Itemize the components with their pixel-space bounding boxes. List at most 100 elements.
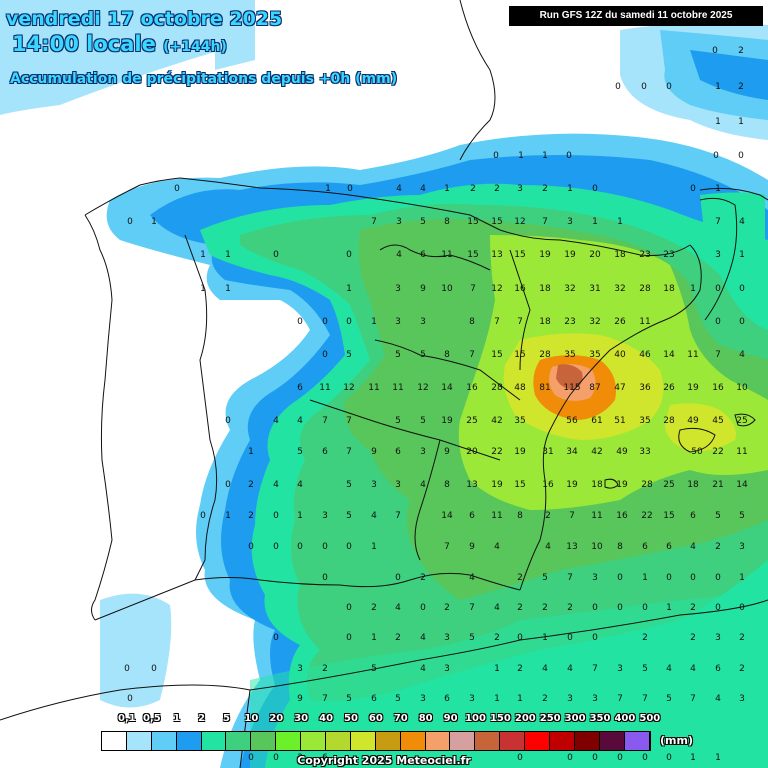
grid-value: 11 (441, 250, 452, 260)
grid-value: 5 (642, 664, 648, 674)
grid-value: 0 (322, 573, 328, 583)
grid-value: 32 (614, 284, 625, 294)
grid-value: 3 (567, 217, 573, 227)
grid-value: 49 (687, 416, 699, 426)
grid-value: 6 (297, 383, 303, 393)
grid-value: 3 (297, 664, 303, 674)
grid-value: 5 (346, 350, 352, 360)
grid-value: 6 (444, 694, 450, 704)
grid-value: 6 (469, 511, 475, 521)
grid-value: 19 (491, 480, 503, 490)
grid-value: 3 (395, 480, 401, 490)
grid-value: 1 (690, 753, 696, 763)
grid-value: 3 (395, 284, 401, 294)
grid-value: 1 (200, 284, 206, 294)
grid-value: 2 (494, 633, 500, 643)
grid-value: 34 (566, 447, 578, 457)
grid-value: 1 (517, 694, 523, 704)
grid-value: 0 (493, 151, 499, 161)
grid-value: 31 (589, 284, 600, 294)
grid-value: 15 (491, 350, 502, 360)
grid-value: 15 (467, 250, 478, 260)
grid-value: 1 (444, 184, 450, 194)
grid-value: 14 (663, 350, 675, 360)
grid-value: 0 (395, 573, 401, 583)
grid-value: 7 (494, 317, 500, 327)
grid-value: 45 (712, 416, 723, 426)
grid-value: 0 (322, 350, 328, 360)
grid-value: 2 (248, 480, 254, 490)
grid-value: 3 (297, 753, 303, 763)
grid-value: 26 (614, 317, 626, 327)
grid-value: 14 (736, 480, 748, 490)
legend-label: 100 (465, 713, 486, 724)
grid-value: 50 (691, 447, 703, 457)
grid-value: 8 (617, 542, 623, 552)
grid-value: 4 (545, 542, 551, 552)
grid-value: 1 (738, 117, 744, 127)
grid-value: 1 (617, 217, 623, 227)
grid-value: 0 (666, 573, 672, 583)
grid-value: 18 (687, 480, 699, 490)
legend-swatch (425, 732, 451, 750)
grid-value: 15 (514, 250, 525, 260)
grid-value: 0 (642, 603, 648, 613)
grid-value: 1 (225, 284, 231, 294)
grid-value: 0 (617, 573, 623, 583)
grid-value: 18 (591, 480, 603, 490)
grid-value: 13 (466, 480, 477, 490)
legend-label: 350 (589, 713, 611, 724)
grid-value: 5 (739, 511, 745, 521)
grid-value: 0 (225, 416, 231, 426)
grid-value: 13 (566, 542, 577, 552)
grid-value: 7 (567, 573, 573, 583)
legend-label: 250 (539, 713, 561, 724)
precip-brown (556, 364, 583, 390)
grid-value: 21 (712, 480, 723, 490)
grid-value: 6 (322, 447, 328, 457)
grid-value: 4 (420, 664, 426, 674)
grid-value: 18 (614, 250, 626, 260)
grid-value: 7 (617, 694, 623, 704)
grid-value: 20 (466, 447, 478, 457)
grid-value: 2 (542, 603, 548, 613)
legend-label: 10 (244, 713, 259, 724)
grid-value: 0 (567, 633, 573, 643)
legend-label: 5 (223, 713, 230, 724)
legend-label: 300 (564, 713, 586, 724)
grid-value: 1 (542, 633, 548, 643)
grid-value: 3 (715, 250, 721, 260)
grid-value: 28 (491, 383, 503, 393)
grid-value: 0 (617, 753, 623, 763)
grid-value: 19 (616, 480, 628, 490)
legend-label: 2 (198, 713, 206, 724)
grid-value: 4 (371, 511, 377, 521)
grid-value: 2 (517, 573, 523, 583)
grid-value: 10 (441, 284, 453, 294)
grid-value: 25 (663, 480, 674, 490)
forecast-time-label: 14:00 locale (12, 32, 156, 56)
grid-value: 11 (491, 511, 502, 521)
grid-value: 5 (346, 511, 352, 521)
grid-value: 5 (666, 694, 672, 704)
grid-value: 4 (273, 480, 279, 490)
legend-swatch (326, 732, 351, 750)
grid-value: 3 (469, 694, 475, 704)
grid-value: 9 (444, 447, 450, 457)
grid-value: 1 (739, 573, 745, 583)
grid-value: 7 (469, 603, 475, 613)
legend-swatch (500, 732, 526, 750)
grid-value: 33 (639, 447, 650, 457)
grid-value: 23 (663, 250, 674, 260)
grid-value: 4 (420, 633, 426, 643)
grid-value: 4 (739, 350, 745, 360)
grid-value: 1 (297, 511, 303, 521)
grid-value: 4 (273, 416, 279, 426)
grid-value: 2 (371, 603, 377, 613)
grid-value: 23 (564, 317, 575, 327)
grid-values: 0 20 0 0 1 21 10 1 1 0 0 00 1 0 4 4 1 2 2 3 2 1 0 0 10 1 7 3 5 8 15 15 1… (124, 46, 748, 763)
grid-value: 2 (542, 184, 548, 194)
grid-value: 1 (567, 184, 573, 194)
